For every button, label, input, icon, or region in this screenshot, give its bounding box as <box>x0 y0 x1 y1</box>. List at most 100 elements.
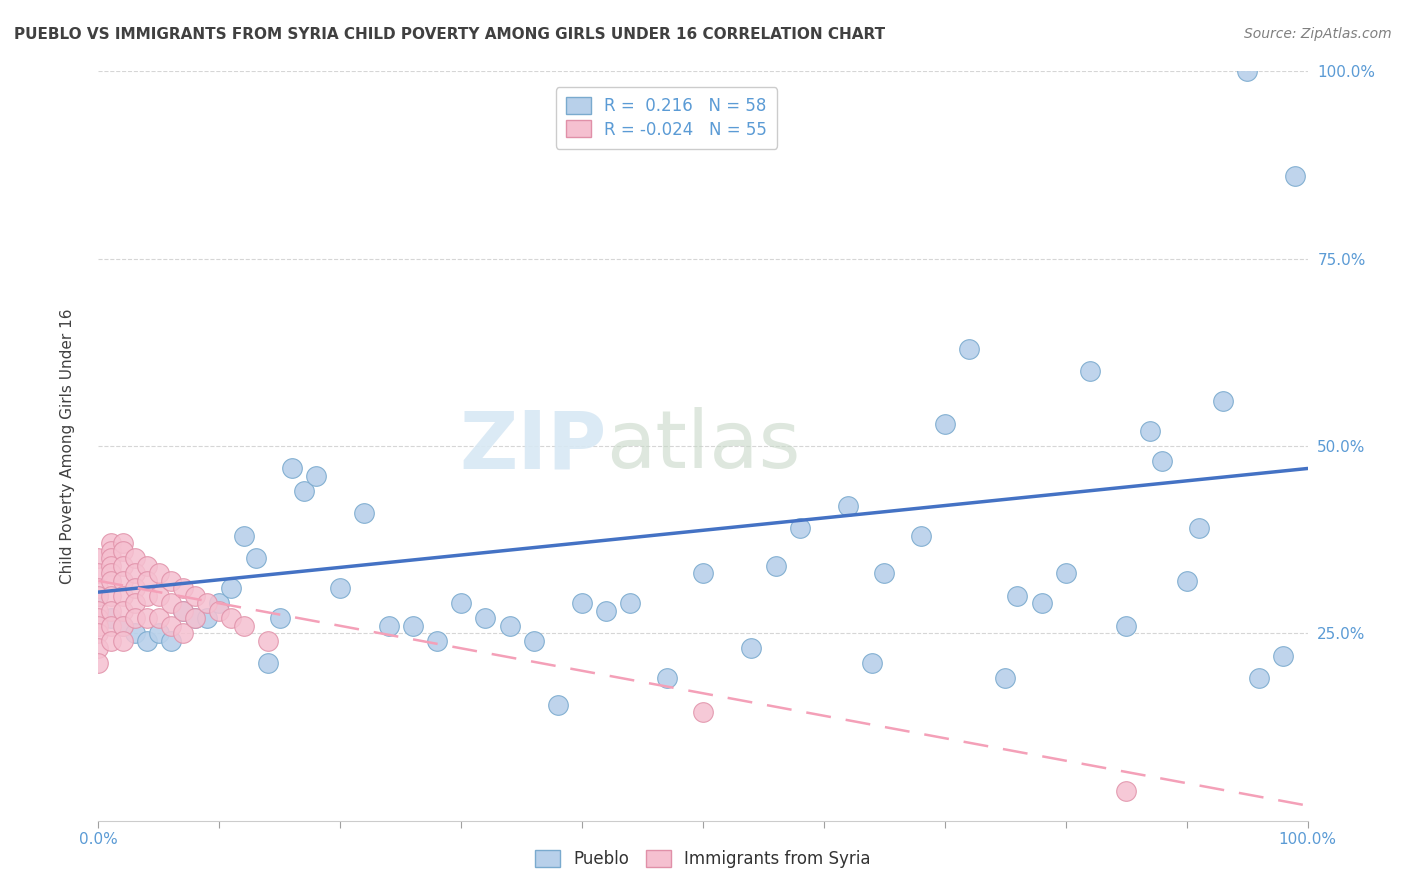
Point <box>124 611 146 625</box>
Point <box>1152 454 1174 468</box>
Point <box>124 551 146 566</box>
Point <box>232 529 254 543</box>
Point <box>100 589 122 603</box>
Point <box>87 626 110 640</box>
Point <box>195 596 218 610</box>
Point <box>934 417 956 431</box>
Point <box>910 529 932 543</box>
Point <box>148 566 170 581</box>
Point <box>111 574 134 588</box>
Point <box>100 566 122 581</box>
Point <box>692 566 714 581</box>
Point <box>655 671 678 685</box>
Point <box>329 582 352 596</box>
Point <box>232 619 254 633</box>
Point <box>595 604 617 618</box>
Point <box>111 604 134 618</box>
Point <box>957 342 980 356</box>
Point <box>100 574 122 588</box>
Point <box>100 551 122 566</box>
Point <box>765 558 787 573</box>
Point <box>547 698 569 712</box>
Point <box>124 596 146 610</box>
Point <box>100 611 122 625</box>
Point <box>87 641 110 656</box>
Point <box>111 589 134 603</box>
Point <box>789 521 811 535</box>
Point <box>100 633 122 648</box>
Point <box>160 596 183 610</box>
Point <box>619 596 641 610</box>
Point <box>281 461 304 475</box>
Point <box>87 657 110 671</box>
Text: atlas: atlas <box>606 407 800 485</box>
Point <box>523 633 546 648</box>
Point <box>148 626 170 640</box>
Point <box>111 536 134 550</box>
Legend: Pueblo, Immigrants from Syria: Pueblo, Immigrants from Syria <box>529 843 877 875</box>
Point <box>1115 619 1137 633</box>
Point <box>135 611 157 625</box>
Point <box>135 558 157 573</box>
Point <box>1272 648 1295 663</box>
Text: ZIP: ZIP <box>458 407 606 485</box>
Point <box>195 611 218 625</box>
Point <box>111 544 134 558</box>
Point <box>1139 424 1161 438</box>
Point <box>184 611 207 625</box>
Point <box>377 619 399 633</box>
Point <box>111 619 134 633</box>
Point <box>160 619 183 633</box>
Point <box>1212 394 1234 409</box>
Point <box>740 641 762 656</box>
Point <box>111 558 134 573</box>
Point <box>160 633 183 648</box>
Point <box>184 611 207 625</box>
Point <box>87 604 110 618</box>
Point <box>292 483 315 498</box>
Point <box>111 633 134 648</box>
Point <box>994 671 1017 685</box>
Point <box>269 611 291 625</box>
Point <box>256 633 278 648</box>
Point <box>245 551 267 566</box>
Point <box>87 551 110 566</box>
Point <box>100 604 122 618</box>
Point <box>160 574 183 588</box>
Y-axis label: Child Poverty Among Girls Under 16: Child Poverty Among Girls Under 16 <box>60 309 75 583</box>
Point <box>1115 783 1137 797</box>
Legend: R =  0.216   N = 58, R = -0.024   N = 55: R = 0.216 N = 58, R = -0.024 N = 55 <box>557 87 778 149</box>
Point <box>474 611 496 625</box>
Point <box>111 619 134 633</box>
Point <box>124 626 146 640</box>
Point <box>87 619 110 633</box>
Point <box>135 574 157 588</box>
Point <box>498 619 520 633</box>
Point <box>87 611 110 625</box>
Point <box>1236 64 1258 78</box>
Point <box>87 566 110 581</box>
Point <box>87 582 110 596</box>
Point <box>135 589 157 603</box>
Point <box>148 589 170 603</box>
Point <box>221 611 243 625</box>
Point <box>135 633 157 648</box>
Point <box>1284 169 1306 184</box>
Point <box>1007 589 1029 603</box>
Point <box>450 596 472 610</box>
Point <box>571 596 593 610</box>
Point <box>426 633 449 648</box>
Point <box>1031 596 1053 610</box>
Point <box>402 619 425 633</box>
Point <box>100 558 122 573</box>
Point <box>124 582 146 596</box>
Point <box>172 582 194 596</box>
Point <box>256 657 278 671</box>
Point <box>353 507 375 521</box>
Point <box>100 544 122 558</box>
Point <box>184 589 207 603</box>
Point <box>692 705 714 719</box>
Point <box>1188 521 1211 535</box>
Point <box>873 566 896 581</box>
Point <box>1054 566 1077 581</box>
